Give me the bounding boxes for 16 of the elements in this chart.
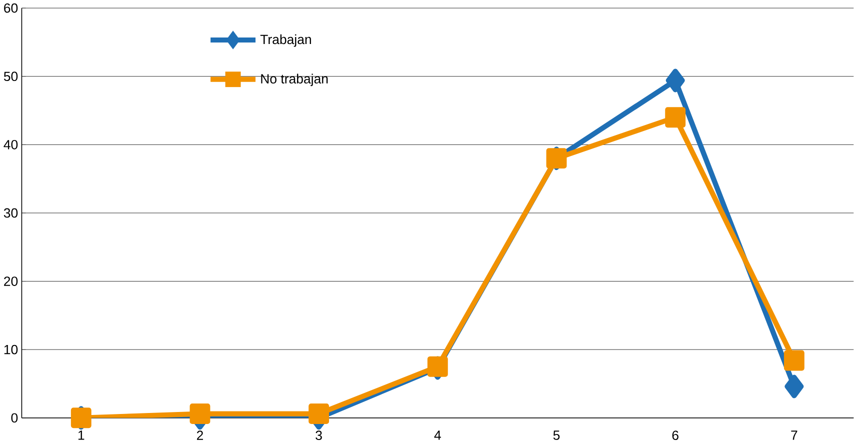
y-tick-label: 60 xyxy=(4,3,18,13)
x-tick-label: 5 xyxy=(553,430,560,440)
x-tick-label: 1 xyxy=(78,430,84,440)
y-tick-label: 40 xyxy=(4,140,18,150)
y-tick-label: 0 xyxy=(11,412,18,422)
y-tick-label: 10 xyxy=(4,344,18,354)
x-tick-label: 7 xyxy=(791,430,798,440)
y-tick-label: 30 xyxy=(4,208,18,218)
legend-label: Trabajan xyxy=(260,34,311,47)
x-tick-label: 6 xyxy=(672,430,678,440)
x-tick-label: 3 xyxy=(316,430,322,440)
x-tick-label: 4 xyxy=(434,430,441,440)
x-tick-label: 2 xyxy=(196,430,203,440)
legend-label: No trabajan xyxy=(261,74,328,86)
y-tick-label: 50 xyxy=(4,71,18,81)
y-tick-label: 20 xyxy=(4,276,18,286)
